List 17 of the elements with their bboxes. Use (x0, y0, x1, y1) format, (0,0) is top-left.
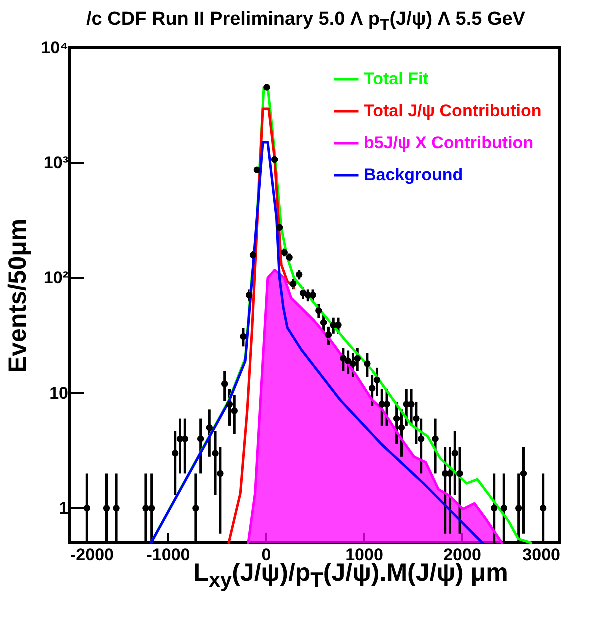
x-tick-label: 1000 (346, 546, 384, 564)
x-tick-label: -2000 (70, 546, 114, 564)
legend-label: Background (364, 166, 464, 184)
y-tick-label: 1 (59, 498, 68, 518)
legend-label: Total J/ψ Contribution (364, 102, 542, 120)
x-tick-label: -1000 (146, 546, 190, 564)
legend-label: Total Fit (364, 70, 430, 88)
chart-title: /c CDF Run II Preliminary 5.0 Λ p$_{T}$(J/ψ) Λ 5.5 GeV (86, 8, 526, 36)
x-tick-label: 0 (262, 546, 272, 564)
y-tick-label: 10³ (44, 154, 69, 173)
x-tick-label: 3000 (522, 546, 560, 564)
y-tick-label: 10⁴ (41, 38, 68, 58)
y-tick-label: 10 (50, 384, 68, 403)
y-axis-title: Events/50μm (4, 218, 32, 374)
y-tick-label: 10² (44, 268, 69, 288)
x-tick-label: 2000 (444, 546, 482, 564)
legend-label: b5J/ψ X Contribution (364, 134, 534, 152)
